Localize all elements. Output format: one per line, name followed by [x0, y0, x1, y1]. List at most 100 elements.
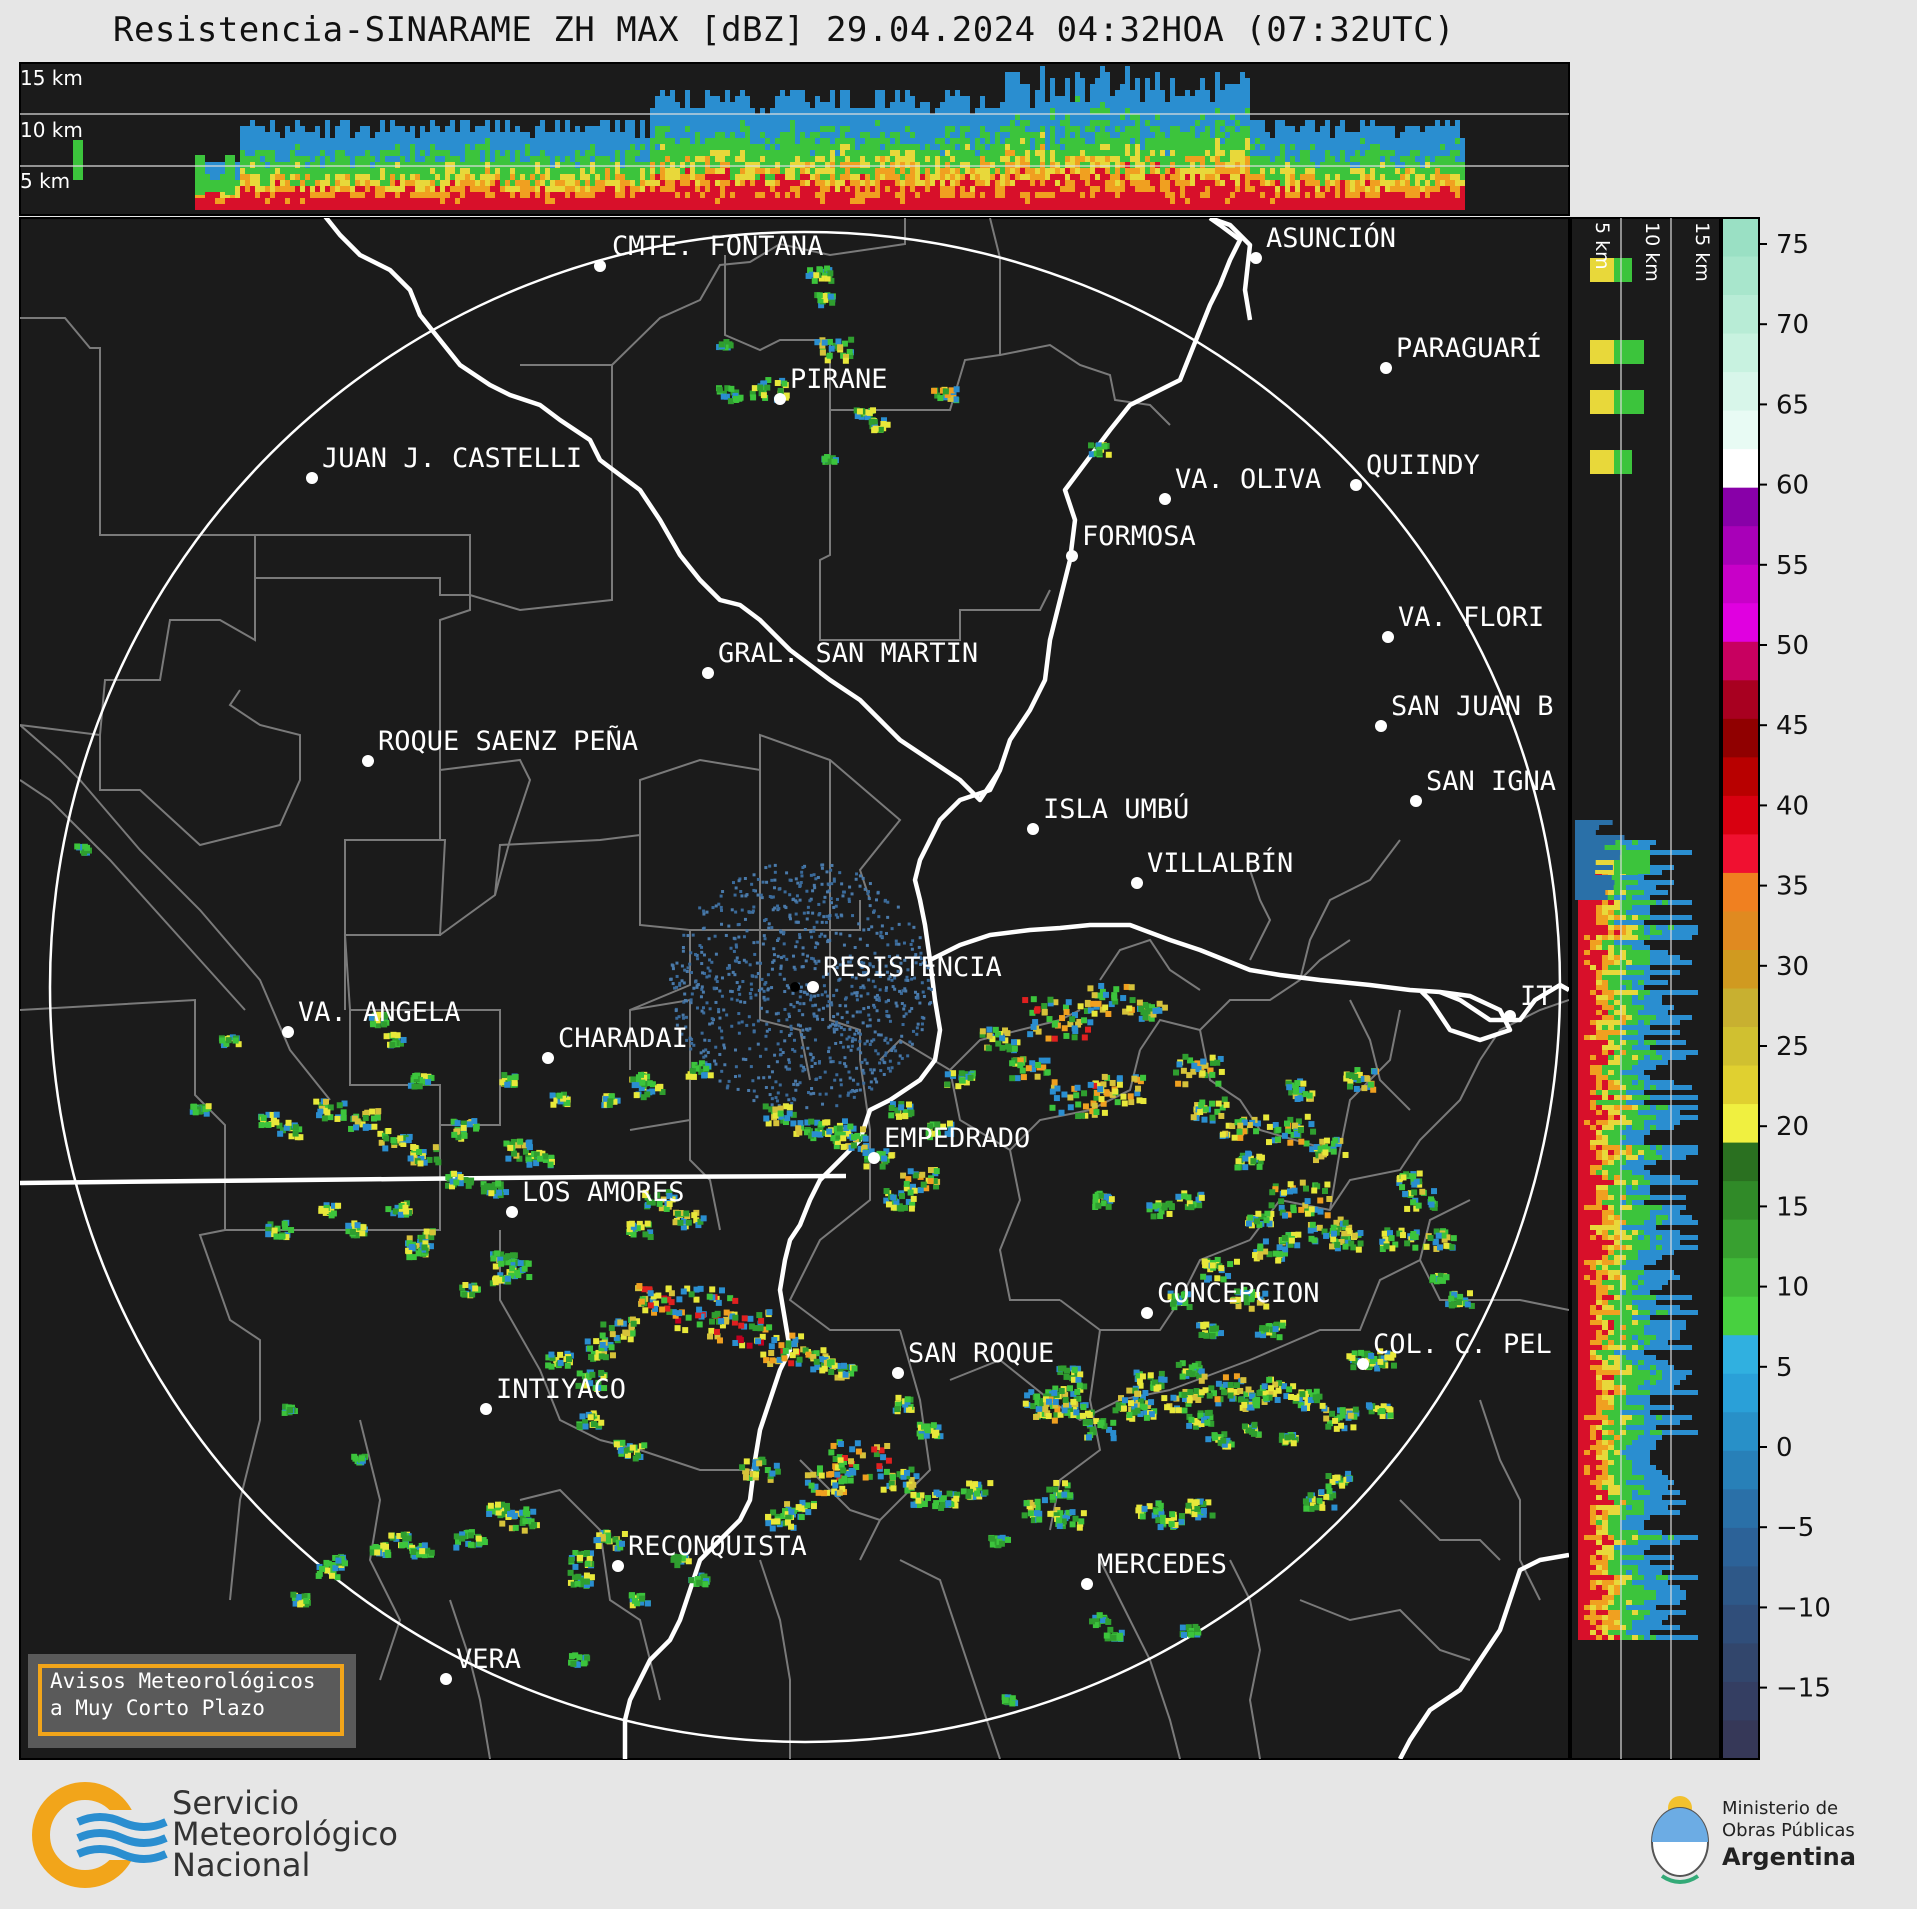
colorbar-tick-label: 65	[1776, 390, 1809, 420]
colorbar-tick-label: 5	[1776, 1353, 1793, 1383]
city-marker	[1066, 550, 1078, 562]
city-label: RESISTENCIA	[823, 952, 1002, 983]
colorbar-tick-label: −10	[1776, 1593, 1831, 1623]
city-marker	[440, 1673, 452, 1685]
side-height-label-5: 5 km	[1591, 222, 1613, 270]
city-label: JUAN J. CASTELLI	[322, 443, 582, 474]
top-height-label-15: 15 km	[20, 66, 83, 90]
city-marker	[1380, 362, 1392, 374]
city-marker	[774, 393, 786, 405]
city-label: COL. C. PEL	[1373, 1329, 1552, 1360]
colorbar-tick-label: 40	[1776, 791, 1809, 821]
warning-line-2: a Muy Corto Plazo	[50, 1696, 265, 1720]
city-marker	[1027, 823, 1039, 835]
smn-line-3: Nacional	[172, 1846, 311, 1884]
colorbar-tick-label: −15	[1776, 1674, 1831, 1704]
national-coat-of-arms-icon	[1651, 1796, 1709, 1884]
city-marker	[1081, 1578, 1093, 1590]
city-label: VA. FLORI	[1398, 602, 1544, 633]
side-echo-band	[1575, 258, 1698, 1640]
top-height-label-10: 10 km	[20, 118, 83, 142]
smn-logo: Servicio Meteorológico Nacional	[30, 1780, 450, 1890]
city-marker	[362, 755, 374, 767]
city-label: PIRANE	[790, 364, 888, 395]
top-height-label-5: 5 km	[20, 169, 70, 193]
city-marker	[594, 260, 606, 272]
city-marker	[282, 1026, 294, 1038]
side-cross-section-panel: 5 km 10 km 15 km	[1570, 217, 1721, 1760]
city-label: ROQUE SAENZ PEÑA	[378, 725, 638, 757]
city-marker	[480, 1403, 492, 1415]
city-marker	[1410, 795, 1422, 807]
city-label: PARAGUARÍ	[1396, 332, 1542, 364]
colorbar-tick-label: 20	[1776, 1112, 1809, 1142]
city-marker	[1141, 1307, 1153, 1319]
smn-line-1: Servicio	[172, 1784, 300, 1822]
city-label: ASUNCIÓN	[1266, 222, 1396, 254]
colorbar-tick-label: 0	[1776, 1433, 1793, 1463]
city-marker	[1357, 1358, 1369, 1370]
city-marker	[1250, 252, 1262, 264]
city-label: EMPEDRADO	[884, 1123, 1030, 1154]
city-marker	[1382, 631, 1394, 643]
city-marker	[506, 1206, 518, 1218]
city-label: QUIINDY	[1366, 450, 1480, 481]
city-marker	[542, 1052, 554, 1064]
city-label: INTIYACO	[496, 1374, 626, 1405]
echo-layer	[74, 265, 1475, 1707]
city-marker	[1159, 493, 1171, 505]
cities-layer: CMTE. FONTANA ASUNCIÓN PARAGUARÍ PIRANE JUAN…	[282, 222, 1556, 1685]
side-height-label-10: 10 km	[1641, 222, 1663, 282]
rivers-borders	[20, 218, 1569, 1759]
smn-emblem-icon	[32, 1782, 168, 1888]
radar-range-ring	[48, 230, 1562, 1744]
city-marker	[807, 981, 819, 993]
colorbar-tick-label: 10	[1776, 1273, 1809, 1303]
warning-box[interactable]: Avisos Meteorológicos a Muy Corto Plazo	[28, 1654, 356, 1748]
ministry-line-3: Argentina	[1722, 1843, 1856, 1871]
ministry-logo: Ministerio de Obras Públicas Argentina	[1640, 1780, 1900, 1890]
colorbar-tick-label: 25	[1776, 1032, 1809, 1062]
city-marker	[702, 667, 714, 679]
city-label: GRAL. SAN MARTIN	[718, 638, 978, 669]
city-marker	[868, 1152, 880, 1164]
warning-line-1: Avisos Meteorológicos	[50, 1669, 316, 1693]
city-label: CHARADAI	[558, 1023, 688, 1054]
city-marker	[1504, 1010, 1516, 1022]
top-echo-band	[73, 66, 1465, 210]
colorbar-tick-label: 50	[1776, 631, 1809, 661]
city-label: CMTE. FONTANA	[612, 231, 823, 262]
top-cross-section-panel: 15 km 10 km 5 km	[19, 62, 1570, 216]
city-label: SAN ROQUE	[908, 1338, 1054, 1369]
city-label: ISLA UMBÚ	[1043, 793, 1189, 825]
colorbar-tick-label: 55	[1776, 551, 1809, 581]
city-marker	[1131, 877, 1143, 889]
ministry-line-2: Obras Públicas	[1722, 1820, 1855, 1841]
ministry-line-1: Ministerio de	[1722, 1798, 1839, 1819]
city-label: VA. OLIVA	[1175, 464, 1321, 495]
city-label: RECONQUISTA	[628, 1531, 807, 1562]
city-label: CONCEPCION	[1157, 1278, 1320, 1309]
city-label: SAN IGNA	[1426, 766, 1556, 797]
radar-map: CMTE. FONTANA ASUNCIÓN PARAGUARÍ PIRANE JUAN…	[19, 217, 1570, 1760]
city-marker	[1375, 720, 1387, 732]
city-label: FORMOSA	[1082, 521, 1196, 552]
colorbar-tick-label: −5	[1776, 1513, 1814, 1543]
city-marker	[1350, 479, 1362, 491]
city-label: VILLALBÍN	[1147, 847, 1293, 879]
city-marker	[306, 472, 318, 484]
colorbar-tick-label: 15	[1776, 1192, 1809, 1222]
colorbar-tick-label: 75	[1776, 230, 1809, 260]
smn-line-2: Meteorológico	[172, 1815, 398, 1853]
colorbar-tick-label: 70	[1776, 310, 1809, 340]
city-label: LOS AMORES	[522, 1177, 685, 1208]
side-height-label-15: 15 km	[1691, 222, 1713, 282]
radar-site-marker	[790, 982, 800, 992]
colorbar-tick-label: 45	[1776, 711, 1809, 741]
city-label: SAN JUAN B	[1391, 691, 1554, 722]
city-label: VERA	[456, 1644, 521, 1675]
city-marker	[612, 1560, 624, 1572]
colorbar-tick-label: 60	[1776, 471, 1809, 501]
